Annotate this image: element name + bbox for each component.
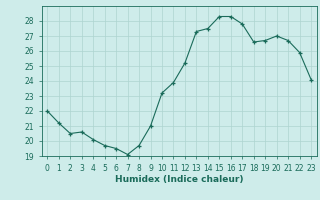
X-axis label: Humidex (Indice chaleur): Humidex (Indice chaleur) [115,175,244,184]
